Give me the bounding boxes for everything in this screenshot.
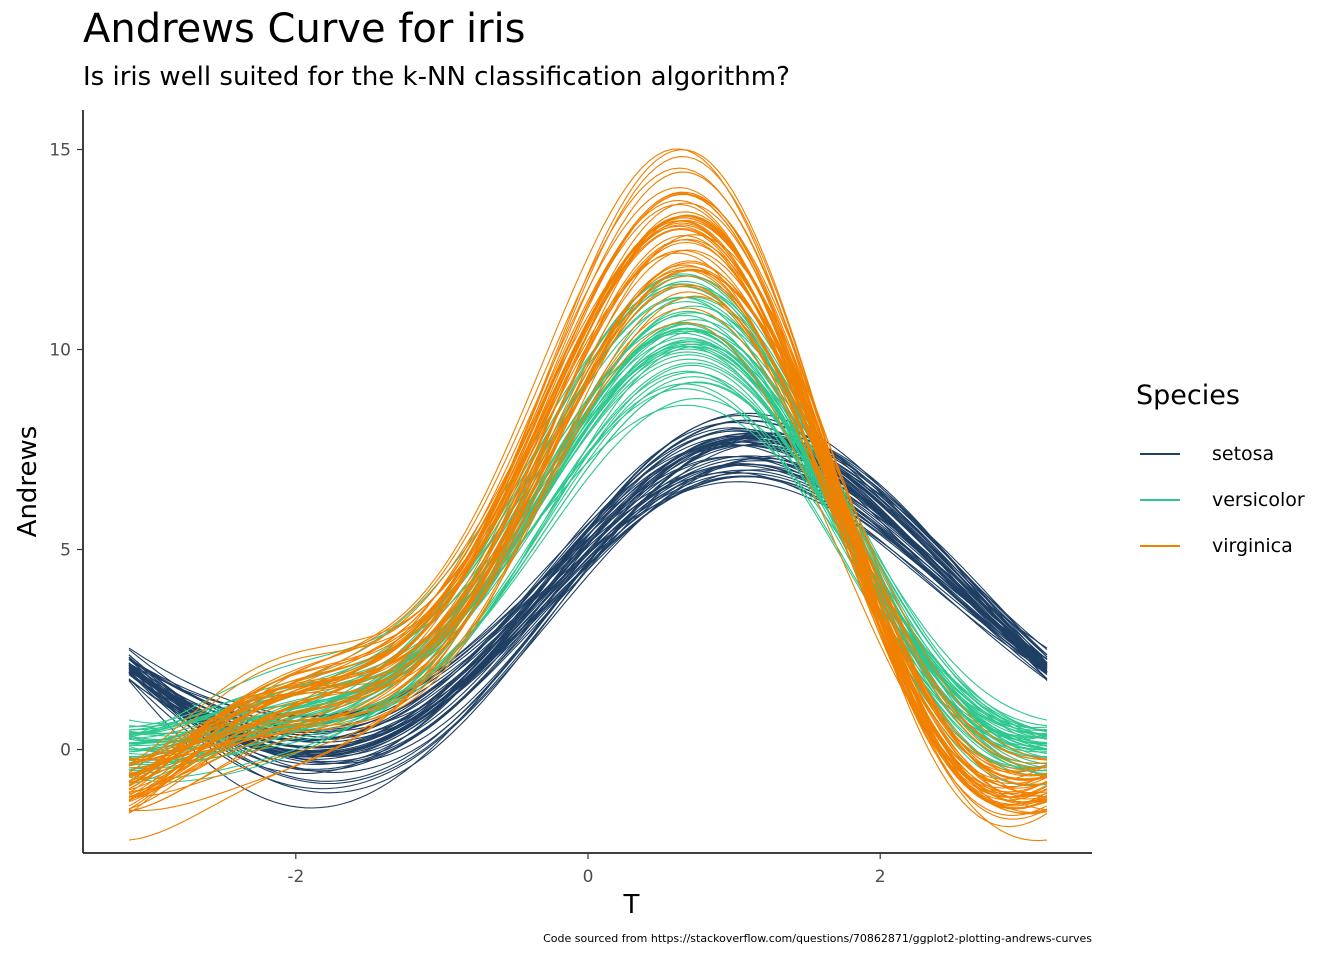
series-virginica bbox=[128, 148, 1048, 842]
legend-label-versicolor: versicolor bbox=[1212, 489, 1305, 511]
curve-virginica bbox=[128, 235, 1048, 798]
chart-title: Andrews Curve for iris bbox=[83, 6, 526, 52]
chart-caption: Code sourced from https://stackoverflow.… bbox=[543, 932, 1092, 945]
y-axis-title: Andrews bbox=[13, 426, 43, 538]
curve-setosa bbox=[128, 457, 1048, 790]
legend-item-versicolor: versicolor bbox=[1136, 477, 1305, 523]
curve-virginica bbox=[128, 269, 1048, 800]
curve-virginica bbox=[128, 193, 1048, 781]
legend-key-versicolor bbox=[1140, 499, 1180, 501]
y-tick-label: 15 bbox=[49, 141, 71, 161]
curve-virginica bbox=[128, 191, 1048, 805]
curve-virginica bbox=[128, 252, 1048, 793]
curve-setosa bbox=[128, 437, 1048, 753]
legend-label-setosa: setosa bbox=[1212, 443, 1275, 465]
y-tick-label: 5 bbox=[60, 541, 71, 561]
x-tick-label: 2 bbox=[875, 867, 886, 887]
legend-key-setosa bbox=[1140, 453, 1180, 455]
y-tick-label: 10 bbox=[49, 341, 71, 361]
x-ticks: -2 0 2 bbox=[287, 853, 886, 887]
curve-virginica bbox=[128, 187, 1048, 814]
curve-setosa bbox=[128, 436, 1048, 782]
x-axis-title: T bbox=[623, 890, 640, 920]
legend-key-virginica bbox=[1140, 545, 1180, 547]
curve-versicolor bbox=[128, 348, 1048, 743]
legend-title: Species bbox=[1136, 380, 1240, 411]
curve-virginica bbox=[128, 156, 1048, 806]
curve-virginica bbox=[128, 285, 1048, 794]
x-tick-label: 0 bbox=[583, 867, 594, 887]
curve-setosa bbox=[128, 463, 1048, 748]
curve-setosa bbox=[128, 443, 1048, 760]
y-tick-label: 0 bbox=[60, 741, 71, 761]
curve-virginica bbox=[128, 295, 1048, 761]
curve-virginica bbox=[128, 234, 1048, 765]
x-tick-label: -2 bbox=[287, 867, 304, 887]
curve-virginica bbox=[128, 275, 1048, 777]
curve-virginica bbox=[128, 219, 1048, 797]
series-setosa bbox=[128, 412, 1048, 809]
chart-subtitle: Is iris well suited for the k-NN classif… bbox=[83, 62, 790, 92]
curves-layer bbox=[128, 148, 1048, 842]
curve-virginica bbox=[128, 241, 1048, 772]
legend-item-setosa: setosa bbox=[1136, 431, 1305, 477]
legend: Species setosa versicolor virginica bbox=[1136, 380, 1305, 569]
y-ticks: 0 5 10 15 bbox=[49, 141, 83, 761]
curve-virginica bbox=[128, 249, 1048, 780]
legend-item-virginica: virginica bbox=[1136, 523, 1305, 569]
curve-setosa bbox=[128, 433, 1048, 809]
curve-setosa bbox=[128, 471, 1048, 726]
legend-label-virginica: virginica bbox=[1212, 535, 1293, 557]
curve-setosa bbox=[128, 432, 1048, 794]
